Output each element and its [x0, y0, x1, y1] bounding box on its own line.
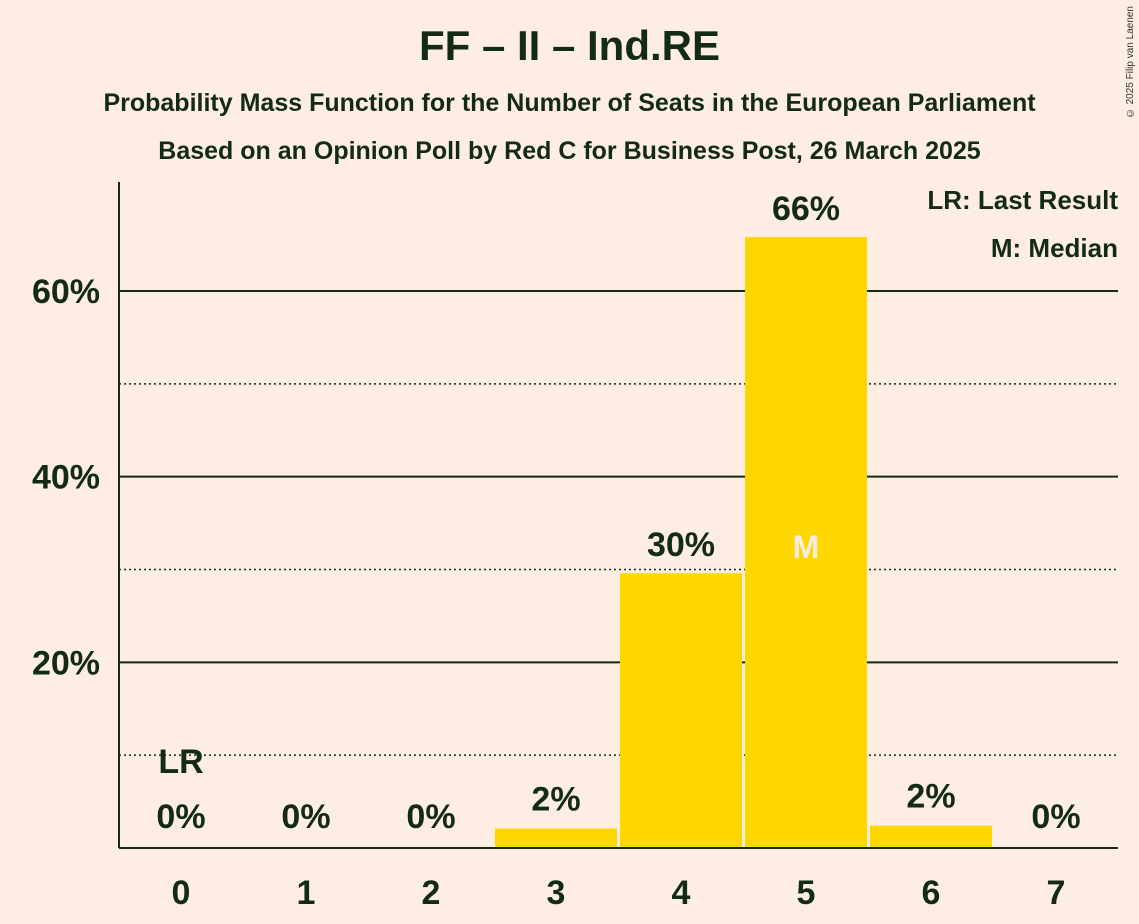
- value-label-seats-1: 0%: [281, 798, 330, 836]
- x-tick-label-0: 0: [172, 874, 191, 912]
- y-tick-label-60: 60%: [32, 273, 100, 311]
- value-label-seats-2: 0%: [406, 798, 455, 836]
- bar-seats-6: [870, 825, 992, 848]
- value-label-seats-0: 0%: [156, 798, 205, 836]
- value-label-seats-3: 2%: [531, 781, 580, 819]
- x-tick-label-1: 1: [297, 874, 316, 912]
- y-tick-label-40: 40%: [32, 459, 100, 497]
- chart-title: FF – II – Ind.RE: [418, 22, 721, 69]
- x-tick-label-7: 7: [1047, 874, 1066, 912]
- median-marker: M: [793, 529, 820, 565]
- bar-seats-5: [745, 237, 867, 848]
- bar-seats-4: [620, 573, 742, 848]
- value-label-seats-4: 30%: [647, 526, 715, 564]
- gridlines: [119, 290, 1118, 756]
- legend-median: M: Median: [991, 233, 1118, 263]
- bar-seats-3: [495, 828, 617, 848]
- x-tick-label-2: 2: [422, 874, 441, 912]
- chart-subtitle-source: Based on an Opinion Poll by Red C for Bu…: [158, 137, 981, 165]
- last-result-marker: LR: [158, 743, 203, 781]
- value-label-seats-5: 66%: [772, 190, 840, 228]
- x-tick-label-3: 3: [547, 874, 566, 912]
- bars: [495, 237, 992, 848]
- y-tick-label-20: 20%: [32, 644, 100, 682]
- legend-last-result: LR: Last Result: [927, 185, 1118, 215]
- value-label-seats-6: 2%: [906, 778, 955, 816]
- value-label-seats-7: 0%: [1031, 798, 1080, 836]
- legend: LR: Last Result M: Median: [927, 185, 1118, 263]
- chart-subtitle: Probability Mass Function for the Number…: [103, 89, 1036, 117]
- axes: [118, 182, 1118, 849]
- x-tick-label-5: 5: [797, 874, 816, 912]
- x-tick-label-6: 6: [922, 874, 941, 912]
- x-tick-label-4: 4: [672, 874, 691, 912]
